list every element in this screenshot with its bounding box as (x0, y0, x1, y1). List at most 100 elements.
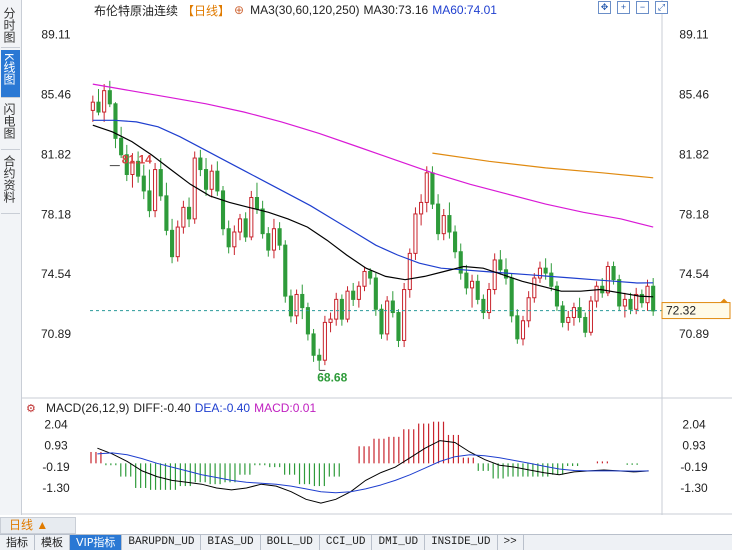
indicator-tab-bar: 指标 模板 VIP指标 BARUPDN_UD BIAS_UD BOLL_UD C… (0, 534, 732, 550)
price-tick-label-right: 81.82 (679, 147, 709, 161)
current-price-label: 72.32 (666, 304, 696, 318)
kline-chart[interactable]: 89.11 89.11 85.46 85.46 81.82 81.82 78.18 78.18… (22, 0, 732, 515)
settings-gear-icon[interactable]: ⊕ (234, 3, 245, 17)
candle-body (294, 293, 299, 317)
crosshair-icon[interactable]: ✥ (598, 1, 611, 14)
candle-body (458, 251, 463, 274)
candle-body (249, 196, 254, 238)
ma30-line (92, 124, 654, 298)
candle-body (390, 300, 395, 314)
candle-body (407, 252, 412, 291)
candle-body (628, 298, 633, 310)
period-selector-button[interactable]: 日线 ▲ (0, 517, 76, 534)
candle-body (498, 259, 503, 271)
candle-body (594, 285, 599, 302)
candle-body (266, 233, 271, 251)
candle-body (549, 272, 554, 287)
tab-cci[interactable]: CCI_UD (320, 535, 373, 550)
candle-body (385, 300, 390, 335)
candle-body (588, 300, 593, 333)
candle-body (396, 312, 401, 341)
candle-body (611, 266, 616, 281)
candle-body (430, 172, 435, 205)
ma120-line (92, 83, 654, 228)
tab-more[interactable]: >> (498, 535, 524, 550)
candle-body (566, 316, 571, 323)
price-tick-label-left: 85.46 (41, 88, 71, 102)
price-tick-label-left: 70.89 (41, 327, 71, 341)
candle-body (136, 160, 141, 177)
candle-body (503, 269, 509, 279)
candle-body (373, 277, 378, 310)
macd-tick-label-right: -1.30 (680, 481, 708, 495)
tab-dmi[interactable]: DMI_UD (372, 535, 426, 550)
candle-body (203, 169, 209, 190)
candle-body (469, 280, 475, 289)
tab-barupdn[interactable]: BARUPDN_UD (122, 535, 202, 550)
sidebar-tab-contract-info-label: 合约资料 (2, 155, 16, 203)
macd-tick-label-left: 2.04 (44, 418, 68, 432)
price-tick-label-left: 81.82 (41, 147, 71, 161)
candle-body (339, 298, 344, 320)
candle-body (102, 90, 107, 113)
candle-body (413, 213, 418, 254)
candle-body (322, 321, 327, 361)
candle-body (492, 259, 497, 291)
sidebar-tab-lightning-label: 闪电图 (2, 103, 16, 139)
chart-area[interactable]: 89.11 89.11 85.46 85.46 81.82 81.82 78.18 78.18… (22, 0, 732, 515)
candle-body (107, 90, 112, 105)
sidebar-tab-timeshare-label: 分时图 (2, 7, 16, 43)
candle-body (192, 157, 197, 220)
price-tick-label-right: 70.89 (679, 327, 709, 341)
instrument-name: 布伦特原油连续 (94, 3, 179, 18)
candle-body (475, 280, 480, 300)
candle-body (583, 316, 588, 333)
candle-body (577, 307, 582, 318)
candle-body (300, 293, 305, 309)
candle-body (419, 201, 424, 215)
candle-body (119, 137, 124, 156)
candle-body (305, 307, 310, 335)
candle-body (232, 231, 237, 248)
candle-body (130, 160, 135, 175)
candle-body (351, 290, 356, 300)
tab-vip-indicators[interactable]: VIP指标 (70, 535, 123, 550)
ma30-value: MA30:73.16 (363, 3, 429, 17)
candle-body (464, 272, 469, 289)
candle-body (453, 231, 458, 253)
expand-icon[interactable]: ⤢ (655, 1, 668, 14)
price-marker-icon (720, 298, 728, 303)
candle-body (170, 229, 175, 258)
tab-inside[interactable]: INSIDE_UD (425, 535, 498, 550)
candle-body (645, 285, 650, 304)
tab-boll[interactable]: BOLL_UD (261, 535, 320, 550)
macd-tick-label-right: 2.04 (682, 418, 706, 432)
candle-body (379, 308, 384, 335)
sidebar-tab-contract-info[interactable]: 合约资料 (1, 152, 20, 214)
tab-bias[interactable]: BIAS_UD (201, 535, 261, 550)
macd-hist-value: MACD:0.01 (254, 401, 317, 415)
candle-body (436, 203, 441, 235)
candle-body (164, 195, 169, 231)
zoom-in-icon[interactable]: + (617, 1, 630, 14)
candle-body (554, 285, 560, 307)
high-price-annotation: 81.14 (122, 153, 152, 167)
tab-templates[interactable]: 模板 (35, 535, 70, 550)
price-tick-label-right: 74.54 (679, 267, 709, 281)
sidebar-tab-lightning[interactable]: 闪电图 (1, 100, 20, 150)
tab-indicators[interactable]: 指标 (0, 535, 35, 550)
macd-tick-label-left: -0.19 (42, 460, 70, 474)
price-tick-label-right: 89.11 (679, 28, 708, 42)
candle-body (271, 228, 277, 251)
indicator-settings-icon[interactable]: ⚙ (26, 402, 36, 415)
candle-body (634, 293, 639, 310)
macd-title: MACD(26,12,9) (46, 401, 130, 415)
candle-body (441, 215, 446, 235)
candle-body (560, 305, 565, 323)
price-tick-label-left: 74.54 (41, 267, 71, 281)
sidebar-tab-kline-label: K线图 (2, 53, 16, 86)
candle-body (124, 154, 129, 175)
zoom-out-icon[interactable]: − (636, 1, 649, 14)
sidebar-tab-timeshare[interactable]: 分时图 (1, 4, 20, 48)
sidebar-tab-kline[interactable]: K线图 (1, 50, 20, 98)
